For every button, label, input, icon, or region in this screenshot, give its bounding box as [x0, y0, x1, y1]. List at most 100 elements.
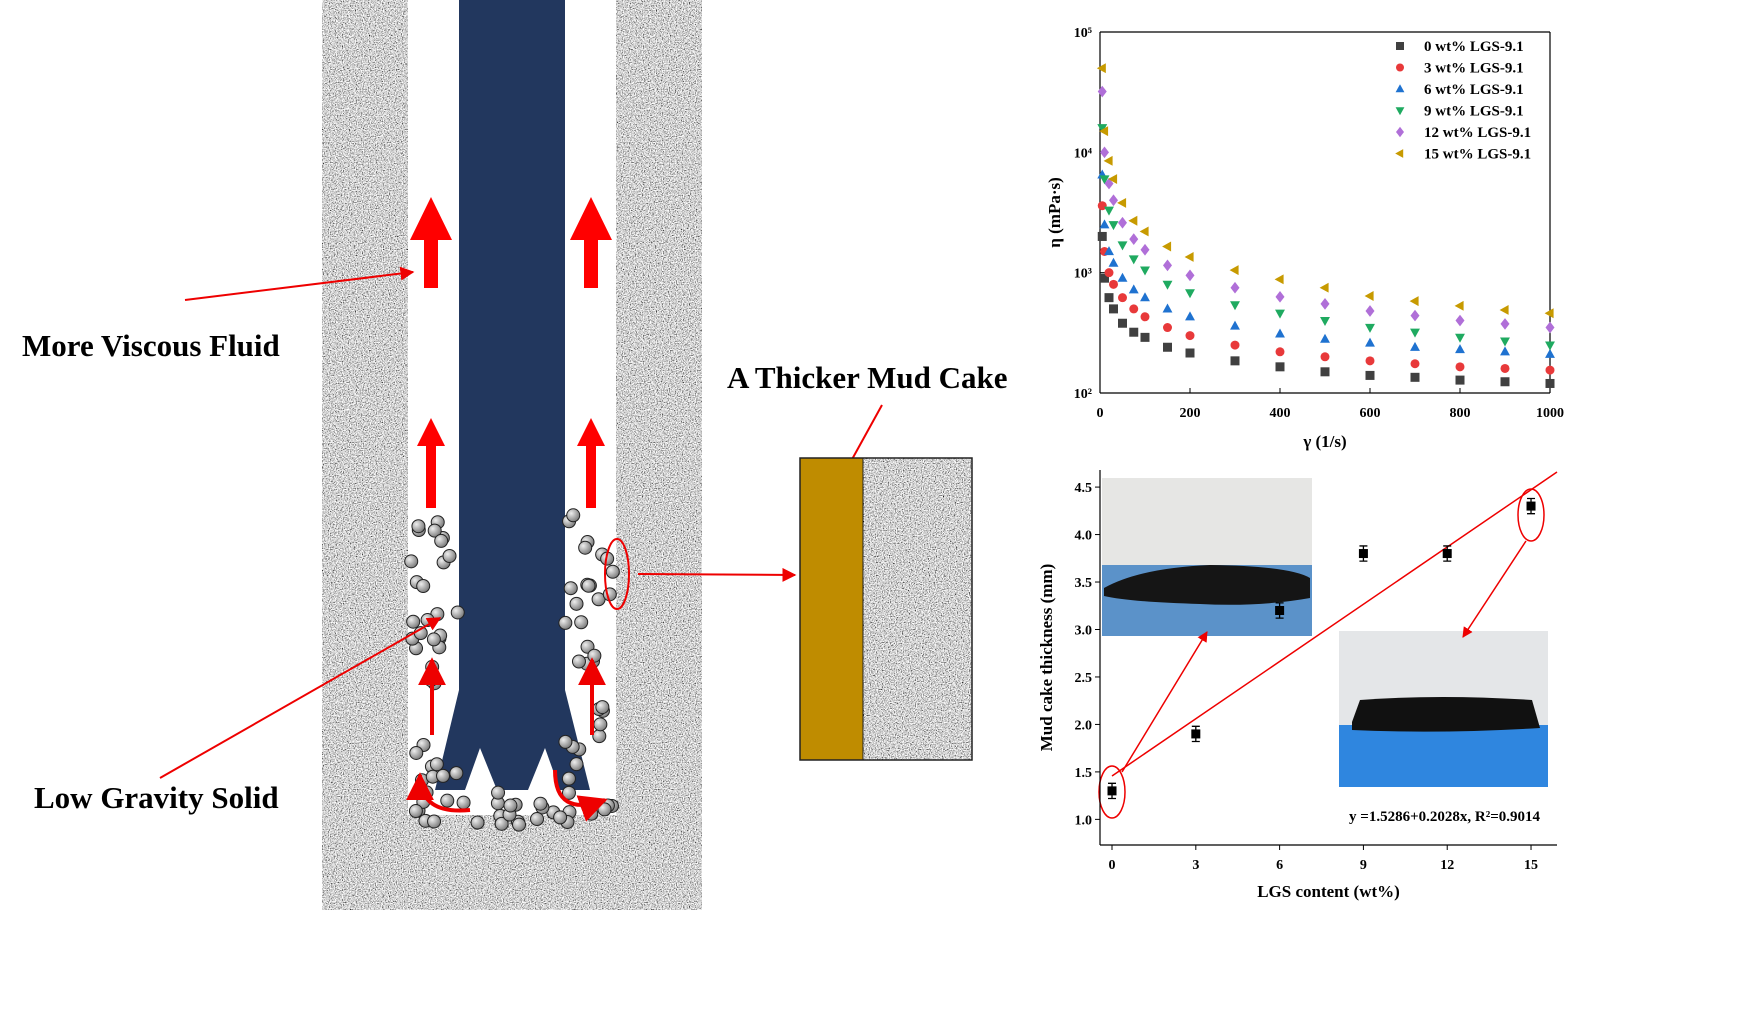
point: [1097, 85, 1107, 98]
point: [1275, 309, 1285, 319]
point: [1185, 311, 1195, 321]
particle: [503, 798, 518, 813]
point: [1118, 216, 1127, 229]
point: [1275, 362, 1285, 372]
particle: [597, 802, 612, 817]
flow-arrows: [410, 197, 612, 508]
point: [1104, 293, 1114, 303]
point: [1185, 331, 1195, 341]
point: [1163, 342, 1172, 352]
point: [1117, 272, 1128, 282]
particle: [491, 785, 506, 800]
particle: [456, 795, 471, 810]
point: [1455, 362, 1465, 372]
point: [1117, 241, 1128, 251]
particle: [561, 771, 576, 786]
annotation-lines: [1098, 471, 1558, 819]
point: [1365, 370, 1375, 380]
particle: [561, 785, 576, 800]
point: [1099, 219, 1110, 229]
point: [1274, 274, 1284, 285]
legend-label: 3 wt% LGS-9.1: [1424, 61, 1524, 77]
particle: [450, 605, 465, 620]
x-tick-label: 9: [1360, 858, 1367, 873]
particle: [442, 548, 457, 563]
photos: [1102, 478, 1548, 787]
x-tick-label: 1000: [1536, 406, 1564, 421]
drill-pipe: [435, 0, 590, 790]
particle: [427, 814, 442, 829]
legend-marker: [1395, 149, 1404, 158]
legend-marker: [1396, 42, 1404, 50]
point: [1118, 318, 1127, 328]
point: [1454, 300, 1464, 311]
particle: [574, 615, 589, 630]
point: [1099, 126, 1109, 137]
point: [1275, 347, 1285, 357]
particle: [404, 554, 419, 569]
point: [1100, 146, 1109, 159]
y-tick-label: 2.5: [1075, 671, 1093, 686]
particle: [411, 519, 426, 534]
mud-cake-frame: [799, 457, 973, 761]
particle: [434, 533, 449, 548]
y-tick-label: 4.5: [1075, 481, 1093, 496]
point: [1185, 348, 1195, 358]
legend-marker: [1395, 84, 1405, 93]
point: [1500, 318, 1510, 330]
point: [1107, 786, 1117, 796]
point: [1230, 340, 1240, 350]
cake-thin: [1104, 565, 1310, 605]
point: [1100, 273, 1109, 283]
point: [1129, 233, 1139, 245]
label: More Viscous Fluid: [22, 328, 280, 363]
point: [1191, 729, 1201, 739]
x-tick-label: 0: [1109, 858, 1116, 873]
point: [1140, 292, 1150, 302]
particle: [592, 729, 607, 744]
point: [1185, 269, 1195, 282]
y-axis-label: Mud cake thickness (mm): [1037, 564, 1056, 751]
point: [1162, 303, 1173, 313]
x-tick-label: 800: [1450, 406, 1471, 421]
point: [1500, 377, 1510, 387]
particle: [440, 793, 455, 808]
y-tick-label: 10⁴: [1074, 146, 1093, 161]
point: [1455, 375, 1465, 385]
x-tick-label: 6: [1276, 858, 1283, 873]
particle: [449, 766, 464, 781]
point: [1365, 337, 1375, 347]
circulation-arrows: [406, 657, 608, 822]
x-tick-label: 15: [1524, 858, 1538, 873]
particle: [416, 579, 431, 594]
particle: [470, 815, 485, 830]
label: Low Gravity Solid: [34, 780, 279, 815]
point: [1128, 284, 1139, 294]
particle: [426, 632, 441, 647]
y-tick-label: 3.5: [1075, 576, 1093, 591]
point: [1109, 194, 1118, 207]
y-tick-label: 1.5: [1075, 766, 1093, 781]
mud-cake: [799, 457, 864, 761]
particle: [593, 717, 608, 732]
point: [1455, 333, 1465, 343]
point: [1410, 359, 1420, 369]
point: [1097, 231, 1107, 241]
point: [1358, 549, 1368, 559]
point: [1275, 328, 1285, 338]
point: [1275, 290, 1285, 303]
point: [1229, 265, 1239, 276]
point: [1128, 255, 1139, 265]
point: [1140, 266, 1150, 276]
point: [1109, 304, 1118, 314]
point: [1140, 312, 1150, 322]
point: [1108, 221, 1119, 231]
y-tick-label: 10³: [1074, 267, 1092, 282]
point: [1275, 606, 1285, 616]
legend-label: 12 wt% LGS-9.1: [1424, 125, 1531, 141]
y-axis-label: η (mPa·s): [1045, 177, 1064, 248]
point: [1108, 257, 1119, 267]
point: [1410, 309, 1420, 322]
particle: [512, 817, 527, 832]
